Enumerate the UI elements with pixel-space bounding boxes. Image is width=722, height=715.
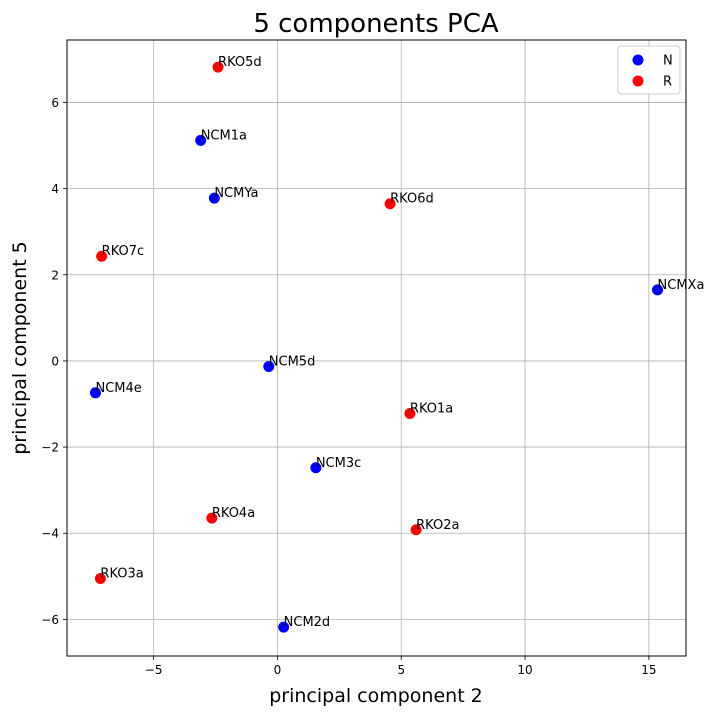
point-label-rko1a: RKO1a — [410, 401, 453, 416]
data-point-rko4a — [206, 512, 218, 524]
point-label-rko6d: RKO6d — [390, 192, 434, 207]
data-point-ncmxa — [652, 284, 664, 296]
legend: N R — [617, 45, 681, 95]
y-axis-title: principal component 5 — [9, 241, 31, 455]
data-point-rko1a — [404, 407, 416, 419]
data-point-rko3a — [94, 572, 106, 584]
y-tick-label: 0 — [51, 354, 59, 368]
data-point-rko7c — [96, 250, 108, 262]
x-tick-label: 15 — [641, 663, 656, 677]
point-label-ncm1a: NCM1a — [201, 128, 247, 143]
point-label-ncm3c: NCM3c — [316, 456, 361, 471]
point-label-rko7c: RKO7c — [102, 244, 145, 259]
point-label-rko5d: RKO5d — [218, 55, 262, 70]
x-tick-label: 5 — [397, 663, 405, 677]
data-point-ncm3c — [310, 462, 322, 474]
x-axis-title: principal component 2 — [269, 685, 483, 707]
point-label-ncm4e: NCM4e — [95, 381, 141, 396]
x-tick-label: 10 — [517, 663, 532, 677]
data-point-ncm4e — [89, 387, 101, 399]
y-tick-label: −6 — [41, 613, 59, 627]
legend-label-n: N — [663, 54, 673, 69]
plot-area-frame — [66, 39, 687, 657]
chart-title: 5 components PCA — [253, 9, 499, 39]
y-tick-label: 4 — [51, 182, 59, 196]
grid-lines — [67, 40, 686, 656]
point-label-rko3a: RKO3a — [100, 566, 143, 581]
data-point-rko5d — [212, 61, 224, 73]
data-point-rko2a — [410, 524, 422, 536]
point-label-ncm5d: NCM5d — [269, 355, 316, 370]
data-point-ncmya — [208, 192, 220, 204]
point-label-ncm2d: NCM2d — [284, 615, 331, 630]
point-label-rko2a: RKO2a — [416, 518, 459, 533]
legend-marker-r — [632, 75, 644, 87]
point-labels: NCM1a NCMYa NCMXa NCM5d NCM4e NCM3c NCM2d RKO5d… — [95, 55, 704, 630]
point-label-rko4a: RKO4a — [212, 506, 255, 521]
data-point-ncm5d — [263, 361, 275, 373]
legend-marker-n — [632, 54, 644, 66]
y-tick-label: 2 — [51, 268, 59, 282]
legend-label-r: R — [663, 75, 672, 90]
data-point-ncm1a — [195, 134, 207, 146]
point-label-ncmya: NCMYa — [214, 186, 258, 201]
axis-ticks: −5 0 5 10 15 −6 −4 −2 0 2 4 6 — [41, 96, 656, 677]
data-point-ncm2d — [278, 621, 290, 633]
y-tick-label: 6 — [51, 96, 59, 110]
data-point-rko6d — [384, 198, 396, 210]
y-tick-label: −2 — [41, 441, 59, 455]
point-label-ncmxa: NCMXa — [658, 278, 705, 293]
x-tick-label: 0 — [274, 663, 282, 677]
x-tick-label: −5 — [145, 663, 163, 677]
y-tick-label: −4 — [41, 527, 59, 541]
data-points — [89, 61, 664, 633]
